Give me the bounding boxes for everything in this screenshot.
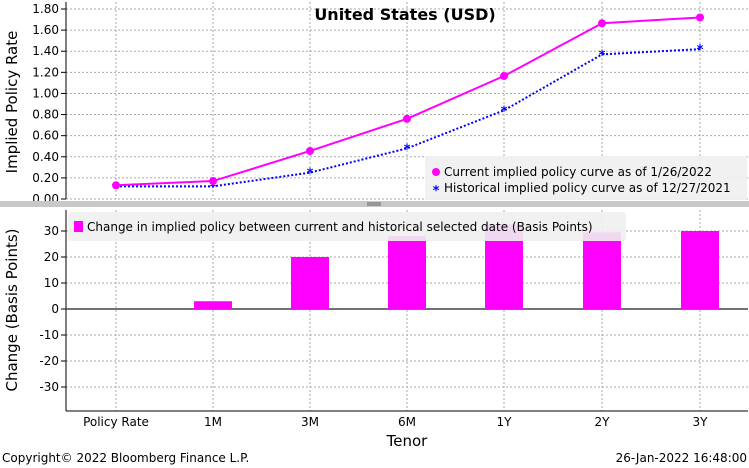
y-tick-label: 0.60 (32, 129, 59, 143)
bar-1M (194, 301, 232, 309)
legend-historical-label: Historical implied policy curve as of 12… (444, 181, 731, 195)
current-point (500, 72, 508, 81)
x-tick-label: 1Y (497, 415, 513, 429)
x-axis-label: Tenor (386, 432, 429, 450)
x-tick-label: Policy Rate (83, 415, 149, 429)
legend-current-label: Current implied policy curve as of 1/26/… (444, 165, 712, 179)
y-tick-label: 20 (44, 250, 59, 264)
x-tick-label: 2Y (595, 415, 611, 429)
historical-point: * (404, 142, 411, 157)
y-tick-label: 30 (44, 224, 59, 238)
y-tick-label: 0 (51, 302, 59, 316)
y-tick-label: 1.60 (32, 23, 59, 37)
x-tick-label: 1M (204, 415, 222, 429)
x-tick-label: 6M (398, 415, 416, 429)
legend-bg (68, 212, 626, 241)
y-tick-label: 0.20 (32, 171, 59, 185)
y-tick-label: -20 (39, 354, 59, 368)
historical-point: * (501, 104, 508, 119)
bar-3Y (681, 231, 719, 309)
current-point (209, 177, 217, 186)
historical-point: * (599, 48, 606, 63)
chart-title: United States (USD) (314, 5, 495, 24)
legend-bar-marker (74, 221, 83, 232)
historical-point: * (210, 180, 217, 195)
legend-upper: Current implied policy curve as of 1/26/… (425, 156, 747, 200)
y-tick-label: 1.00 (32, 86, 59, 100)
y-axis-label-lower: Change (Basis Points) (3, 228, 21, 391)
current-point (696, 13, 704, 22)
y-tick-label: 0.40 (32, 150, 59, 164)
y-axis-label-upper: Implied Policy Rate (3, 31, 21, 174)
y-tick-label: 10 (44, 276, 59, 290)
historical-point: * (697, 43, 704, 58)
legend-lower: Change in implied policy between current… (68, 212, 626, 241)
legend-bg (425, 156, 747, 200)
y-tick-label: -10 (39, 328, 59, 342)
y-tick-label: -30 (39, 380, 59, 394)
historical-point: * (307, 167, 314, 182)
current-point (306, 146, 314, 155)
y-tick-label: 0.80 (32, 108, 59, 122)
legend-historical-marker: * (433, 184, 440, 199)
legend-current-marker (432, 168, 440, 176)
panel-divider (0, 201, 749, 207)
current-point (598, 19, 606, 28)
bar-2Y (583, 232, 621, 309)
y-tick-label: 1.20 (32, 65, 59, 79)
y-tick-label: 1.80 (32, 2, 59, 16)
footer-copyright: Copyright© 2022 Bloomberg Finance L.P. (2, 451, 250, 465)
current-point (112, 181, 120, 190)
current-point (403, 114, 411, 123)
legend-bar-label: Change in implied policy between current… (87, 220, 593, 234)
y-tick-label: 1.40 (32, 44, 59, 58)
x-tick-label: 3M (301, 415, 319, 429)
x-tick-label: 3Y (693, 415, 709, 429)
historical-curve-line (116, 48, 701, 188)
bar-6M (388, 236, 426, 309)
bar-3M (291, 257, 329, 309)
footer-timestamp: 26-Jan-2022 16:48:00 (615, 451, 747, 465)
